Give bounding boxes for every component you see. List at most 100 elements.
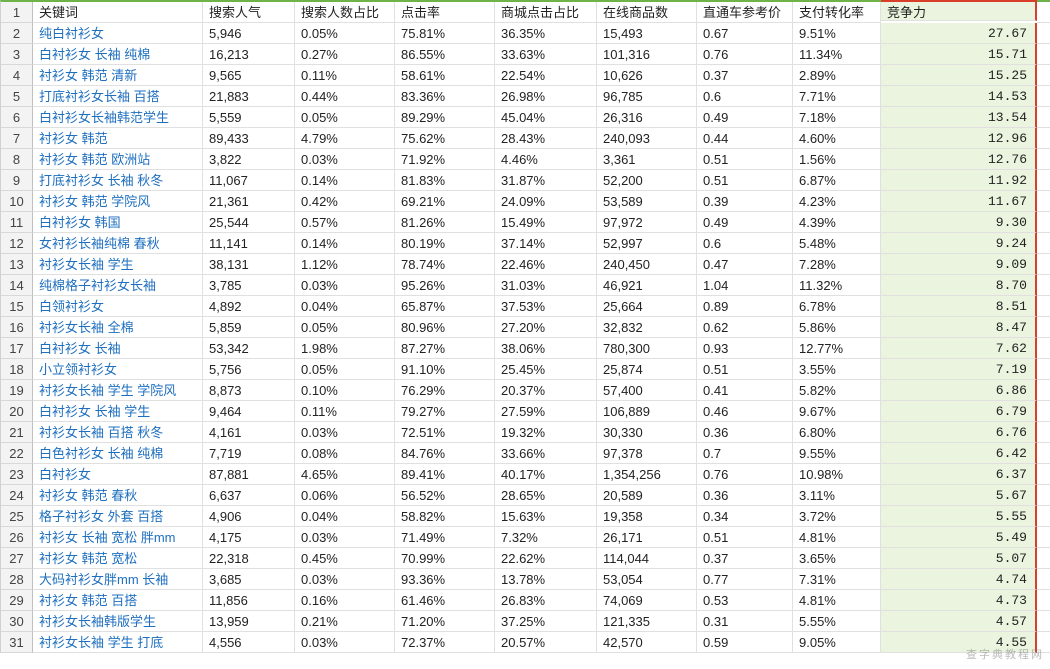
col-header-zt[interactable]: 直通车参考价 — [697, 2, 793, 23]
col-header-poppct[interactable]: 搜索人数占比 — [295, 2, 395, 23]
cell-comp[interactable]: 6.79 — [881, 401, 1037, 422]
cell-comp[interactable]: 4.74 — [881, 569, 1037, 590]
row-header[interactable]: 26 — [1, 527, 33, 548]
cell-conv[interactable]: 3.11% — [793, 485, 881, 506]
cell-items[interactable]: 19,358 — [597, 506, 697, 527]
cell-poppct[interactable]: 0.11% — [295, 401, 395, 422]
cell-conv[interactable]: 10.98% — [793, 464, 881, 485]
cell-poppct[interactable]: 0.05% — [295, 359, 395, 380]
cell-mallctr[interactable]: 19.32% — [495, 422, 597, 443]
cell-poppct[interactable]: 1.98% — [295, 338, 395, 359]
cell-ctr[interactable]: 61.46% — [395, 590, 495, 611]
cell-items[interactable]: 96,785 — [597, 86, 697, 107]
cell-ctr[interactable]: 70.99% — [395, 548, 495, 569]
cell-mallctr[interactable]: 15.49% — [495, 212, 597, 233]
row-header[interactable]: 13 — [1, 254, 33, 275]
row-header[interactable]: 25 — [1, 506, 33, 527]
cell-pop[interactable]: 5,859 — [203, 317, 295, 338]
cell-mallctr[interactable]: 27.59% — [495, 401, 597, 422]
cell-items[interactable]: 15,493 — [597, 23, 697, 44]
cell-mallctr[interactable]: 37.14% — [495, 233, 597, 254]
cell-comp[interactable]: 15.25 — [881, 65, 1037, 86]
cell-zt[interactable]: 0.51 — [697, 359, 793, 380]
cell-pop[interactable]: 5,946 — [203, 23, 295, 44]
cell-conv[interactable]: 4.23% — [793, 191, 881, 212]
cell-comp[interactable]: 9.24 — [881, 233, 1037, 254]
cell-conv[interactable]: 3.72% — [793, 506, 881, 527]
col-header-conv[interactable]: 支付转化率 — [793, 2, 881, 23]
cell-items[interactable]: 53,054 — [597, 569, 697, 590]
cell-items[interactable]: 780,300 — [597, 338, 697, 359]
row-header[interactable]: 3 — [1, 44, 33, 65]
row-header[interactable]: 9 — [1, 170, 33, 191]
cell-poppct[interactable]: 0.44% — [295, 86, 395, 107]
cell-comp[interactable]: 15.71 — [881, 44, 1037, 65]
cell-pop[interactable]: 4,556 — [203, 632, 295, 653]
cell-pop[interactable]: 21,361 — [203, 191, 295, 212]
cell-mallctr[interactable]: 20.37% — [495, 380, 597, 401]
cell-conv[interactable]: 3.65% — [793, 548, 881, 569]
cell-conv[interactable]: 5.55% — [793, 611, 881, 632]
cell-pop[interactable]: 9,464 — [203, 401, 295, 422]
cell-pop[interactable]: 87,881 — [203, 464, 295, 485]
row-header[interactable]: 22 — [1, 443, 33, 464]
cell-ctr[interactable]: 72.37% — [395, 632, 495, 653]
cell-pop[interactable]: 8,873 — [203, 380, 295, 401]
cell-items[interactable]: 42,570 — [597, 632, 697, 653]
cell-poppct[interactable]: 0.42% — [295, 191, 395, 212]
cell-mallctr[interactable]: 28.65% — [495, 485, 597, 506]
cell-pop[interactable]: 3,685 — [203, 569, 295, 590]
cell-zt[interactable]: 0.76 — [697, 44, 793, 65]
cell-zt[interactable]: 0.49 — [697, 107, 793, 128]
cell-ctr[interactable]: 95.26% — [395, 275, 495, 296]
cell-comp[interactable]: 4.55 — [881, 632, 1037, 653]
cell-comp[interactable]: 6.42 — [881, 443, 1037, 464]
cell-ctr[interactable]: 65.87% — [395, 296, 495, 317]
cell-items[interactable]: 97,378 — [597, 443, 697, 464]
col-header-ctr[interactable]: 点击率 — [395, 2, 495, 23]
cell-keyword[interactable]: 衬衫女 韩范 春秋 — [33, 485, 203, 506]
cell-ctr[interactable]: 58.82% — [395, 506, 495, 527]
cell-pop[interactable]: 4,161 — [203, 422, 295, 443]
cell-comp[interactable]: 14.53 — [881, 86, 1037, 107]
cell-conv[interactable]: 2.89% — [793, 65, 881, 86]
cell-comp[interactable]: 4.57 — [881, 611, 1037, 632]
cell-items[interactable]: 57,400 — [597, 380, 697, 401]
cell-comp[interactable]: 11.67 — [881, 191, 1037, 212]
cell-pop[interactable]: 11,141 — [203, 233, 295, 254]
cell-poppct[interactable]: 4.79% — [295, 128, 395, 149]
cell-pop[interactable]: 6,637 — [203, 485, 295, 506]
cell-comp[interactable]: 7.62 — [881, 338, 1037, 359]
cell-zt[interactable]: 0.51 — [697, 527, 793, 548]
cell-poppct[interactable]: 0.04% — [295, 506, 395, 527]
cell-keyword[interactable]: 衬衫女长袖 学生 学院风 — [33, 380, 203, 401]
row-header[interactable]: 19 — [1, 380, 33, 401]
row-header[interactable]: 30 — [1, 611, 33, 632]
cell-comp[interactable]: 6.37 — [881, 464, 1037, 485]
cell-ctr[interactable]: 89.41% — [395, 464, 495, 485]
cell-pop[interactable]: 4,892 — [203, 296, 295, 317]
cell-keyword[interactable]: 女衬衫长袖纯棉 春秋 — [33, 233, 203, 254]
cell-keyword[interactable]: 白衬衫女 长袖 纯棉 — [33, 44, 203, 65]
cell-poppct[interactable]: 0.16% — [295, 590, 395, 611]
cell-poppct[interactable]: 1.12% — [295, 254, 395, 275]
cell-conv[interactable]: 9.05% — [793, 632, 881, 653]
cell-zt[interactable]: 0.67 — [697, 23, 793, 44]
cell-conv[interactable]: 6.80% — [793, 422, 881, 443]
cell-pop[interactable]: 25,544 — [203, 212, 295, 233]
cell-conv[interactable]: 3.55% — [793, 359, 881, 380]
cell-pop[interactable]: 5,559 — [203, 107, 295, 128]
cell-ctr[interactable]: 84.76% — [395, 443, 495, 464]
cell-mallctr[interactable]: 45.04% — [495, 107, 597, 128]
cell-zt[interactable]: 0.39 — [697, 191, 793, 212]
cell-items[interactable]: 20,589 — [597, 485, 697, 506]
cell-comp[interactable]: 7.19 — [881, 359, 1037, 380]
cell-pop[interactable]: 13,959 — [203, 611, 295, 632]
cell-items[interactable]: 25,874 — [597, 359, 697, 380]
cell-items[interactable]: 97,972 — [597, 212, 697, 233]
cell-zt[interactable]: 0.6 — [697, 233, 793, 254]
cell-zt[interactable]: 0.77 — [697, 569, 793, 590]
cell-mallctr[interactable]: 36.35% — [495, 23, 597, 44]
row-header[interactable]: 27 — [1, 548, 33, 569]
cell-mallctr[interactable]: 33.63% — [495, 44, 597, 65]
